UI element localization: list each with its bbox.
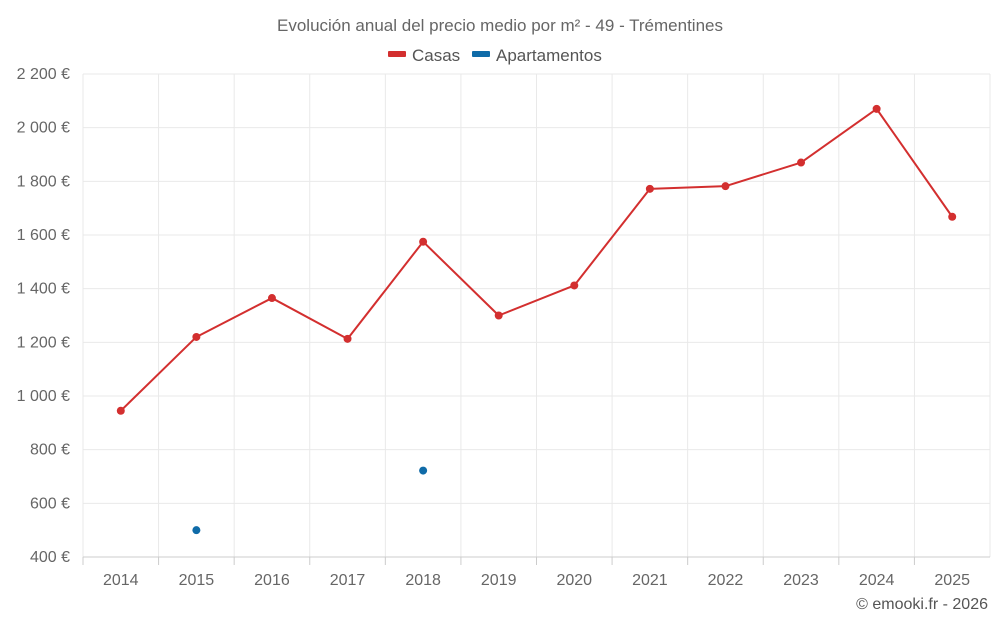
data-point-casas[interactable]: [116, 406, 125, 415]
x-tick-label: 2020: [556, 572, 592, 589]
data-point-casas[interactable]: [721, 182, 730, 191]
y-tick-label: 600 €: [30, 495, 70, 512]
x-tick-label: 2022: [708, 572, 744, 589]
x-tick-label: 2021: [632, 572, 668, 589]
data-point-casas[interactable]: [494, 311, 503, 320]
x-tick-label: 2017: [330, 572, 366, 589]
y-tick-label: 400 €: [30, 549, 70, 566]
x-tick-label: 2024: [859, 572, 895, 589]
data-point-casas[interactable]: [645, 184, 654, 193]
chart-title: Evolución anual del precio medio por m² …: [277, 16, 723, 35]
y-tick-label: 1 600 €: [17, 227, 70, 244]
data-point-casas[interactable]: [948, 212, 957, 221]
series-casas: [116, 104, 957, 415]
legend-label-casas[interactable]: Casas: [412, 46, 460, 65]
x-tick-label: 2019: [481, 572, 517, 589]
data-point-casas[interactable]: [267, 294, 276, 303]
x-tick-label: 2014: [103, 572, 139, 589]
data-point-casas[interactable]: [343, 334, 352, 343]
legend-swatch-apartamentos: [472, 51, 490, 57]
credit-text: © emooki.fr - 2026: [856, 596, 988, 613]
x-tick-label: 2023: [783, 572, 819, 589]
legend: Casas Apartamentos: [388, 46, 602, 65]
legend-label-apartamentos[interactable]: Apartamentos: [496, 46, 602, 65]
series: [116, 104, 957, 535]
y-tick-label: 800 €: [30, 442, 70, 459]
data-point-apartamentos[interactable]: [192, 526, 201, 535]
data-point-casas[interactable]: [419, 237, 428, 246]
data-point-casas[interactable]: [872, 104, 881, 113]
series-line-casas: [120, 107, 954, 412]
legend-swatch-casas: [388, 51, 406, 57]
y-tick-label: 2 200 €: [17, 66, 70, 83]
x-tick-label: 2015: [179, 572, 215, 589]
y-tick-label: 1 800 €: [17, 173, 70, 190]
y-tick-label: 1 000 €: [17, 388, 70, 405]
data-point-casas[interactable]: [797, 158, 806, 167]
data-point-casas[interactable]: [192, 332, 201, 341]
gridlines: [82, 73, 991, 557]
x-tick-label: 2016: [254, 572, 290, 589]
data-point-apartamentos[interactable]: [419, 466, 428, 475]
y-tick-label: 2 000 €: [17, 120, 70, 137]
x-tick-label: 2018: [405, 572, 441, 589]
series-apartamentos: [192, 466, 428, 535]
x-tick-label: 2025: [934, 572, 970, 589]
y-tick-label: 1 200 €: [17, 334, 70, 351]
data-point-casas[interactable]: [570, 281, 579, 290]
axes: 400 € 600 € 800 € 1 000 € 1 200 € 1 400 € 1 60…: [17, 66, 990, 589]
y-tick-label: 1 400 €: [17, 281, 70, 298]
